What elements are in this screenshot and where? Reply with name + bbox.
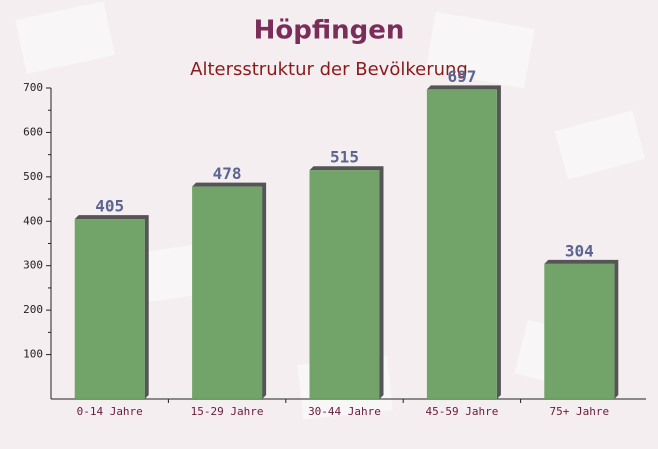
y-tick-label: 600 xyxy=(23,125,43,138)
bar xyxy=(309,170,380,399)
x-tick-label: 30-44 Jahre xyxy=(308,405,381,418)
x-tick-label: 75+ Jahre xyxy=(549,405,609,418)
chart-subtitle: Altersstruktur der Bevölkerung xyxy=(190,59,468,80)
value-label: 697 xyxy=(447,67,476,86)
y-tick-label: 500 xyxy=(23,170,43,183)
value-label: 304 xyxy=(565,241,594,260)
y-tick-label: 100 xyxy=(23,348,43,361)
x-tick-label: 45-59 Jahre xyxy=(425,405,498,418)
bar xyxy=(74,219,145,399)
bar xyxy=(544,263,615,399)
x-tick-label: 0-14 Jahre xyxy=(77,405,143,418)
chart-title: Höpfingen xyxy=(254,16,405,46)
y-tick-label: 200 xyxy=(23,303,43,316)
bar xyxy=(192,186,263,399)
y-tick-label: 300 xyxy=(23,259,43,272)
value-label: 478 xyxy=(213,164,242,183)
y-tick-label: 700 xyxy=(23,81,43,94)
y-tick-label: 400 xyxy=(23,214,43,227)
bar xyxy=(426,89,497,399)
x-tick-label: 15-29 Jahre xyxy=(191,405,264,418)
value-label: 405 xyxy=(95,197,124,216)
value-label: 515 xyxy=(330,148,359,167)
